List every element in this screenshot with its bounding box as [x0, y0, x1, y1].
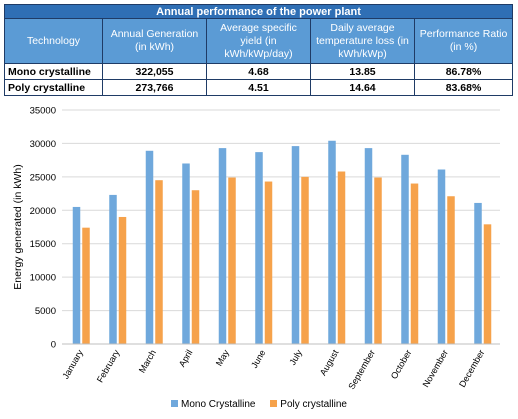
- bar-poly-crystalline: [483, 224, 492, 344]
- row-performance-ratio: 83.68%: [413, 79, 514, 96]
- table-row: Mono crystalline 322,055 4.68 13.85 86.7…: [4, 63, 514, 80]
- y-tick-label: 25000: [30, 172, 56, 183]
- row-annual-generation: 273,766: [102, 79, 207, 96]
- bar-poly-crystalline: [228, 177, 236, 344]
- x-tick-label: April: [177, 348, 195, 369]
- row-technology: Mono crystalline: [4, 63, 103, 80]
- table-title: Annual performance of the power plant: [3, 4, 514, 19]
- row-temperature-loss: 14.64: [310, 79, 415, 96]
- y-tick-label: 10000: [30, 273, 56, 284]
- bar-poly-crystalline: [374, 177, 382, 344]
- x-tick-label: December: [457, 348, 486, 389]
- bar-mono-crystalline: [291, 146, 300, 344]
- bar-poly-crystalline: [118, 216, 127, 344]
- y-tick-label: 30000: [30, 139, 56, 150]
- row-temperature-loss: 13.85: [310, 63, 415, 80]
- y-tick-label: 0: [51, 340, 56, 351]
- bar-poly-crystalline: [82, 227, 90, 344]
- bar-mono-crystalline: [145, 150, 154, 344]
- x-tick-label: February: [95, 348, 122, 385]
- bar-poly-crystalline: [301, 176, 309, 344]
- legend-swatch-poly: [270, 399, 278, 407]
- bar-mono-crystalline: [474, 202, 482, 344]
- header-specific-yield: Average specific yield (in kWh/kWp/day): [206, 18, 311, 64]
- y-tick-label: 35000: [30, 106, 56, 117]
- bar-mono-crystalline: [401, 154, 409, 344]
- x-tick-label: September: [346, 348, 377, 391]
- bar-poly-crystalline: [191, 190, 200, 344]
- y-tick-label: 20000: [30, 206, 56, 217]
- legend-swatch-mono: [171, 399, 179, 407]
- bar-mono-crystalline: [182, 163, 190, 344]
- bar-poly-crystalline: [337, 171, 346, 344]
- y-axis-label: Energy generated (in kWh): [12, 164, 24, 289]
- x-tick-label: November: [421, 348, 450, 389]
- row-specific-yield: 4.51: [206, 79, 311, 96]
- header-technology: Technology: [4, 18, 103, 64]
- row-technology: Poly crystalline: [4, 79, 103, 96]
- performance-table: Annual performance of the power plant Te…: [3, 4, 514, 96]
- y-tick-label: 5000: [35, 306, 56, 317]
- bar-poly-crystalline: [410, 183, 419, 344]
- x-tick-label: March: [137, 348, 158, 375]
- bar-mono-crystalline: [109, 194, 117, 344]
- table-row: Poly crystalline 273,766 4.51 14.64 83.6…: [4, 79, 514, 96]
- legend-label-poly: Poly crystalline: [280, 399, 347, 410]
- header-annual-generation: Annual Generation (in kWh): [102, 18, 207, 64]
- legend-item-poly: Poly crystalline: [270, 399, 347, 410]
- bar-mono-crystalline: [72, 206, 81, 344]
- header-temperature-loss: Daily average temperature loss (in kWh/k…: [310, 18, 415, 64]
- bar-mono-crystalline: [364, 148, 373, 344]
- chart-legend: Mono Crystalline Poly crystalline: [0, 399, 518, 410]
- bar-mono-crystalline: [255, 152, 263, 344]
- x-tick-label: January: [60, 348, 85, 381]
- y-tick-label: 15000: [30, 239, 56, 250]
- x-tick-label: June: [249, 348, 267, 370]
- legend-label-mono: Mono Crystalline: [181, 399, 256, 410]
- bar-poly-crystalline: [447, 196, 455, 344]
- energy-bar-chart: 0 5000 10000 15000 20000 25000 30000 35000 Energ…: [12, 106, 500, 391]
- row-specific-yield: 4.68: [206, 63, 311, 80]
- x-tick-label: August: [318, 348, 341, 378]
- x-tick-label: July: [287, 348, 304, 367]
- row-annual-generation: 322,055: [102, 63, 207, 80]
- row-performance-ratio: 86.78%: [413, 63, 514, 80]
- bar-mono-crystalline: [218, 148, 227, 344]
- table-header-row: Technology Annual Generation (in kWh) Av…: [4, 18, 514, 64]
- bar-mono-crystalline: [437, 169, 446, 344]
- x-tick-label: October: [389, 348, 414, 381]
- bar-poly-crystalline: [155, 180, 163, 344]
- legend-item-mono: Mono Crystalline: [171, 399, 256, 410]
- bar-poly-crystalline: [264, 181, 273, 344]
- bar-mono-crystalline: [328, 140, 336, 344]
- x-tick-label: May: [214, 348, 231, 368]
- header-performance-ratio: Performance Ratio (in %): [413, 18, 514, 64]
